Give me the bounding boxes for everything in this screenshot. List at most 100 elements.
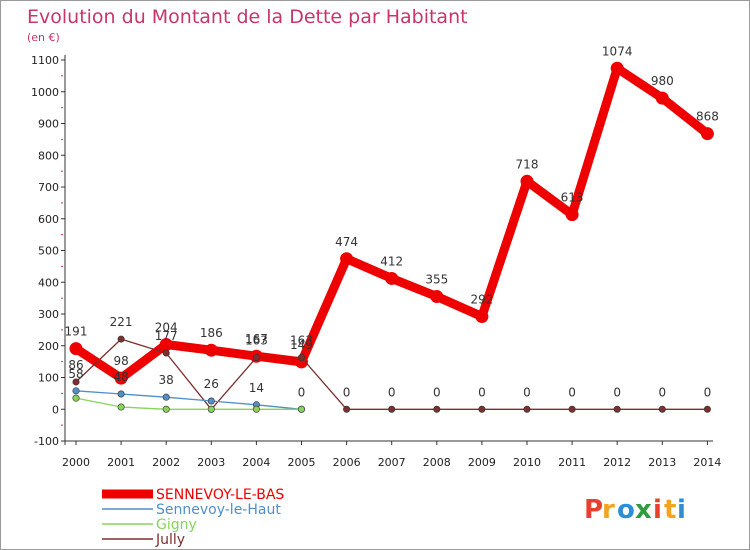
data-point <box>72 378 80 386</box>
chart-title: Evolution du Montant de la Dette par Hab… <box>27 6 468 28</box>
data-label: 292 <box>470 293 493 307</box>
legend-label: Jully <box>155 532 185 548</box>
data-point <box>207 405 215 413</box>
x-tick-label: 2006 <box>333 456 361 469</box>
data-point <box>703 405 711 413</box>
data-labels: 191 98 204 186 167 149 474 412 355 292 718 613 1074 9… <box>65 44 719 399</box>
y-tick-label: 700 <box>38 181 59 194</box>
data-point <box>478 405 486 413</box>
data-label: 38 <box>159 373 174 387</box>
data-label: 221 <box>110 315 133 329</box>
data-label: 0 <box>704 385 712 399</box>
data-point <box>475 310 489 324</box>
data-label: 48 <box>113 370 128 384</box>
data-label: 98 <box>113 354 128 368</box>
data-point <box>613 405 621 413</box>
data-label: 868 <box>696 110 719 124</box>
series-line <box>75 397 303 410</box>
x-tick-label: 2011 <box>558 456 586 469</box>
axes: -100010020030040050060070080090010001100… <box>31 54 721 469</box>
logo-letter: o <box>617 495 635 525</box>
x-tick-label: 2012 <box>603 456 631 469</box>
data-point <box>433 405 441 413</box>
y-tick-label: 1000 <box>31 86 59 99</box>
data-point <box>117 390 125 398</box>
data-point <box>523 405 531 413</box>
y-tick-label: 100 <box>38 372 59 385</box>
data-label: 14 <box>249 381 264 395</box>
legend-label: Gigny <box>156 517 197 533</box>
logo-letter: i <box>677 495 686 525</box>
data-point <box>430 290 444 304</box>
data-label: 0 <box>568 385 576 399</box>
data-point <box>388 405 396 413</box>
x-tick-label: 2014 <box>693 456 721 469</box>
data-label: 167 <box>245 332 268 346</box>
data-point <box>520 174 534 188</box>
data-point <box>159 337 173 351</box>
y-tick-label: 300 <box>38 308 59 321</box>
data-point <box>297 405 305 413</box>
logo-letter: x <box>635 495 652 525</box>
x-tick-label: 2003 <box>197 456 225 469</box>
logo-letter: P <box>584 495 603 525</box>
data-point <box>117 335 125 343</box>
y-tick-label: 800 <box>38 149 59 162</box>
y-tick-label: 500 <box>38 245 59 258</box>
data-label: 204 <box>155 320 178 334</box>
data-point <box>72 387 80 395</box>
data-label: 474 <box>335 235 358 249</box>
data-point <box>568 405 576 413</box>
data-point <box>385 271 399 285</box>
y-tick-label: 600 <box>38 213 59 226</box>
data-point <box>343 405 351 413</box>
data-point <box>162 349 170 357</box>
data-point <box>72 394 80 402</box>
x-tick-label: 2001 <box>107 456 135 469</box>
data-point <box>69 342 83 356</box>
data-label: 0 <box>343 385 351 399</box>
data-label: 58 <box>68 367 83 381</box>
y-axis-unit: (en €) <box>27 31 60 44</box>
data-label: 1074 <box>602 44 633 58</box>
y-tick-label: 900 <box>38 118 59 131</box>
y-tick-label: 0 <box>52 403 59 416</box>
logo-letter: r <box>602 495 615 525</box>
data-point <box>700 127 714 141</box>
data-label: 0 <box>298 385 306 399</box>
proxiti-logo: Pr o x i t i <box>584 495 686 525</box>
data-point <box>162 393 170 401</box>
data-label: 0 <box>478 385 486 399</box>
data-point <box>207 397 215 405</box>
x-tick-label: 2005 <box>288 456 316 469</box>
y-tick-label: 400 <box>38 276 59 289</box>
data-point <box>610 61 624 75</box>
data-point <box>252 353 260 361</box>
data-label: 163 <box>245 333 268 347</box>
data-point <box>297 353 305 361</box>
data-label: 186 <box>200 326 223 340</box>
logo-letter: t <box>664 495 676 525</box>
legend-label: SENNEVOY-LE-BAS <box>156 487 284 503</box>
data-point <box>114 371 128 385</box>
x-tick-label: 2013 <box>648 456 676 469</box>
x-tick-label: 2002 <box>152 456 180 469</box>
data-label: 613 <box>561 191 584 205</box>
data-label: 0 <box>613 385 621 399</box>
data-label: 0 <box>388 385 396 399</box>
data-label: 980 <box>651 74 674 88</box>
x-tick-label: 2000 <box>62 456 90 469</box>
y-tick-label: -100 <box>34 435 59 448</box>
data-label: 718 <box>516 157 539 171</box>
data-label: 0 <box>433 385 441 399</box>
logo-letter: i <box>653 495 662 525</box>
data-label: 355 <box>425 273 448 287</box>
data-point <box>655 91 669 105</box>
data-point <box>658 405 666 413</box>
series-layer <box>69 61 714 413</box>
data-label: 412 <box>380 254 403 268</box>
series-line <box>75 390 303 410</box>
x-tick-label: 2007 <box>378 456 406 469</box>
